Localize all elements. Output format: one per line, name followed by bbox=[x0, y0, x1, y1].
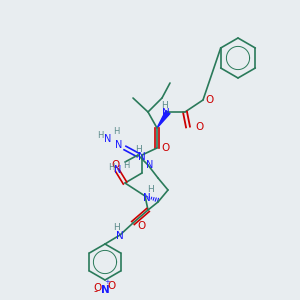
Text: H: H bbox=[108, 163, 114, 172]
Text: +: + bbox=[104, 279, 110, 285]
Text: N: N bbox=[146, 160, 154, 170]
Text: -: - bbox=[93, 286, 97, 296]
Text: H: H bbox=[113, 127, 119, 136]
Text: O: O bbox=[93, 283, 101, 293]
Text: N: N bbox=[115, 140, 123, 150]
Text: O: O bbox=[137, 221, 145, 231]
Text: N: N bbox=[162, 108, 170, 118]
Text: N: N bbox=[100, 285, 109, 295]
Text: N: N bbox=[104, 134, 112, 144]
Text: O: O bbox=[107, 281, 115, 291]
Text: O: O bbox=[205, 95, 213, 105]
Text: N: N bbox=[138, 152, 146, 162]
Text: H: H bbox=[123, 161, 129, 170]
Text: N: N bbox=[143, 193, 151, 203]
Text: N: N bbox=[114, 165, 122, 175]
Text: H: H bbox=[148, 185, 154, 194]
Text: H: H bbox=[135, 145, 141, 154]
Text: H: H bbox=[112, 224, 119, 232]
Text: H: H bbox=[97, 130, 103, 140]
Text: N: N bbox=[116, 231, 124, 241]
Text: O: O bbox=[111, 160, 119, 170]
Text: O: O bbox=[161, 143, 169, 153]
Polygon shape bbox=[157, 111, 170, 128]
Text: O: O bbox=[195, 122, 203, 132]
Text: H: H bbox=[160, 101, 167, 110]
